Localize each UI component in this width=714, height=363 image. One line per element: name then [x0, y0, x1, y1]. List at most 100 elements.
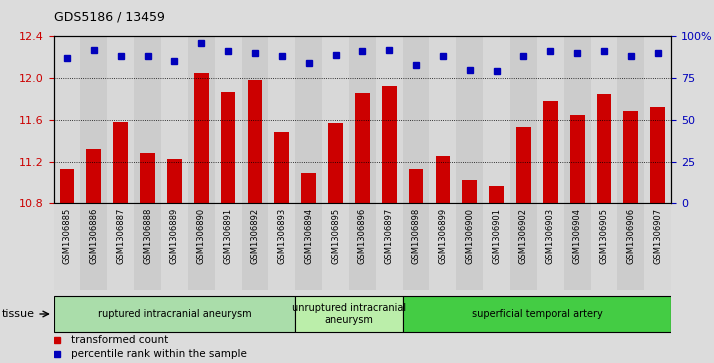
Text: GSM1306893: GSM1306893 [277, 208, 286, 264]
Bar [644, 36, 671, 203]
Text: tissue: tissue [1, 309, 34, 319]
Bar [403, 296, 671, 332]
Bar [215, 36, 241, 203]
Text: percentile rank within the sample: percentile rank within the sample [71, 349, 246, 359]
Bar [59, 169, 74, 203]
Text: GSM1306899: GSM1306899 [438, 208, 448, 264]
Text: GSM1306891: GSM1306891 [223, 208, 233, 264]
Bar [570, 115, 585, 203]
Text: transformed count: transformed count [71, 335, 168, 345]
Bar [590, 203, 618, 290]
Bar [295, 203, 322, 290]
Bar [328, 123, 343, 203]
Text: GSM1306886: GSM1306886 [89, 208, 99, 264]
Bar [430, 36, 456, 203]
Text: GSM1306898: GSM1306898 [411, 208, 421, 264]
Bar [403, 203, 430, 290]
Bar [188, 36, 215, 203]
Bar [188, 203, 215, 290]
Bar [376, 203, 403, 290]
Bar [295, 36, 322, 203]
Bar [543, 101, 558, 203]
Text: superficial temporal artery: superficial temporal artery [471, 309, 603, 319]
Bar [107, 203, 134, 290]
Bar [54, 203, 81, 290]
Bar [597, 94, 611, 203]
Bar [456, 203, 483, 290]
Text: GSM1306906: GSM1306906 [626, 208, 635, 264]
Text: GSM1306889: GSM1306889 [170, 208, 179, 264]
Bar [54, 296, 295, 332]
Bar [349, 36, 376, 203]
Bar [510, 36, 537, 203]
Text: GSM1306904: GSM1306904 [573, 208, 582, 264]
Bar [248, 80, 262, 203]
Bar [436, 156, 451, 203]
Bar [408, 169, 423, 203]
Bar [650, 107, 665, 203]
Bar [301, 173, 316, 203]
Text: unruptured intracranial
aneurysm: unruptured intracranial aneurysm [292, 303, 406, 325]
Text: GSM1306905: GSM1306905 [600, 208, 608, 264]
Bar [510, 203, 537, 290]
Text: GSM1306894: GSM1306894 [304, 208, 313, 264]
Bar [403, 36, 430, 203]
Bar [382, 86, 396, 203]
Bar [161, 203, 188, 290]
Bar [86, 149, 101, 203]
Bar [349, 203, 376, 290]
Text: ruptured intracranial aneurysm: ruptured intracranial aneurysm [98, 309, 251, 319]
Bar [81, 203, 107, 290]
Bar [81, 36, 107, 203]
Bar [161, 36, 188, 203]
Bar [268, 203, 295, 290]
Bar [644, 203, 671, 290]
Text: GSM1306901: GSM1306901 [492, 208, 501, 264]
Bar [241, 36, 268, 203]
Bar [140, 153, 155, 203]
Text: GSM1306896: GSM1306896 [358, 208, 367, 264]
Bar [107, 36, 134, 203]
Bar [537, 203, 564, 290]
Bar [215, 203, 241, 290]
Bar [430, 203, 456, 290]
Bar [456, 36, 483, 203]
Bar [623, 111, 638, 203]
Bar [483, 36, 510, 203]
Bar [54, 36, 81, 203]
Bar [295, 296, 403, 332]
Bar [274, 132, 289, 203]
Text: GSM1306902: GSM1306902 [519, 208, 528, 264]
Bar [167, 159, 182, 203]
Bar [134, 203, 161, 290]
Bar [194, 73, 208, 203]
Bar [590, 36, 618, 203]
Bar [376, 36, 403, 203]
Text: GSM1306890: GSM1306890 [197, 208, 206, 264]
Bar [355, 93, 370, 203]
Bar [537, 36, 564, 203]
Text: GSM1306892: GSM1306892 [251, 208, 259, 264]
Text: GSM1306903: GSM1306903 [545, 208, 555, 264]
Text: GDS5186 / 13459: GDS5186 / 13459 [54, 11, 164, 24]
Text: GSM1306907: GSM1306907 [653, 208, 662, 264]
Text: GSM1306900: GSM1306900 [466, 208, 474, 264]
Bar [322, 203, 349, 290]
Bar [564, 203, 590, 290]
Bar [483, 203, 510, 290]
Bar [134, 36, 161, 203]
Text: GSM1306887: GSM1306887 [116, 208, 125, 264]
Text: GSM1306897: GSM1306897 [385, 208, 393, 264]
Bar [618, 36, 644, 203]
Bar [114, 122, 128, 203]
Text: GSM1306895: GSM1306895 [331, 208, 340, 264]
Bar [268, 36, 295, 203]
Bar [221, 91, 236, 203]
Bar [618, 203, 644, 290]
Text: GSM1306885: GSM1306885 [63, 208, 71, 264]
Text: GSM1306888: GSM1306888 [143, 208, 152, 264]
Bar [564, 36, 590, 203]
Bar [489, 185, 504, 203]
Bar [463, 180, 477, 203]
Bar [322, 36, 349, 203]
